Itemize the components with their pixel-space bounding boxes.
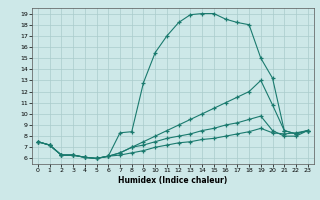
X-axis label: Humidex (Indice chaleur): Humidex (Indice chaleur)	[118, 176, 228, 185]
